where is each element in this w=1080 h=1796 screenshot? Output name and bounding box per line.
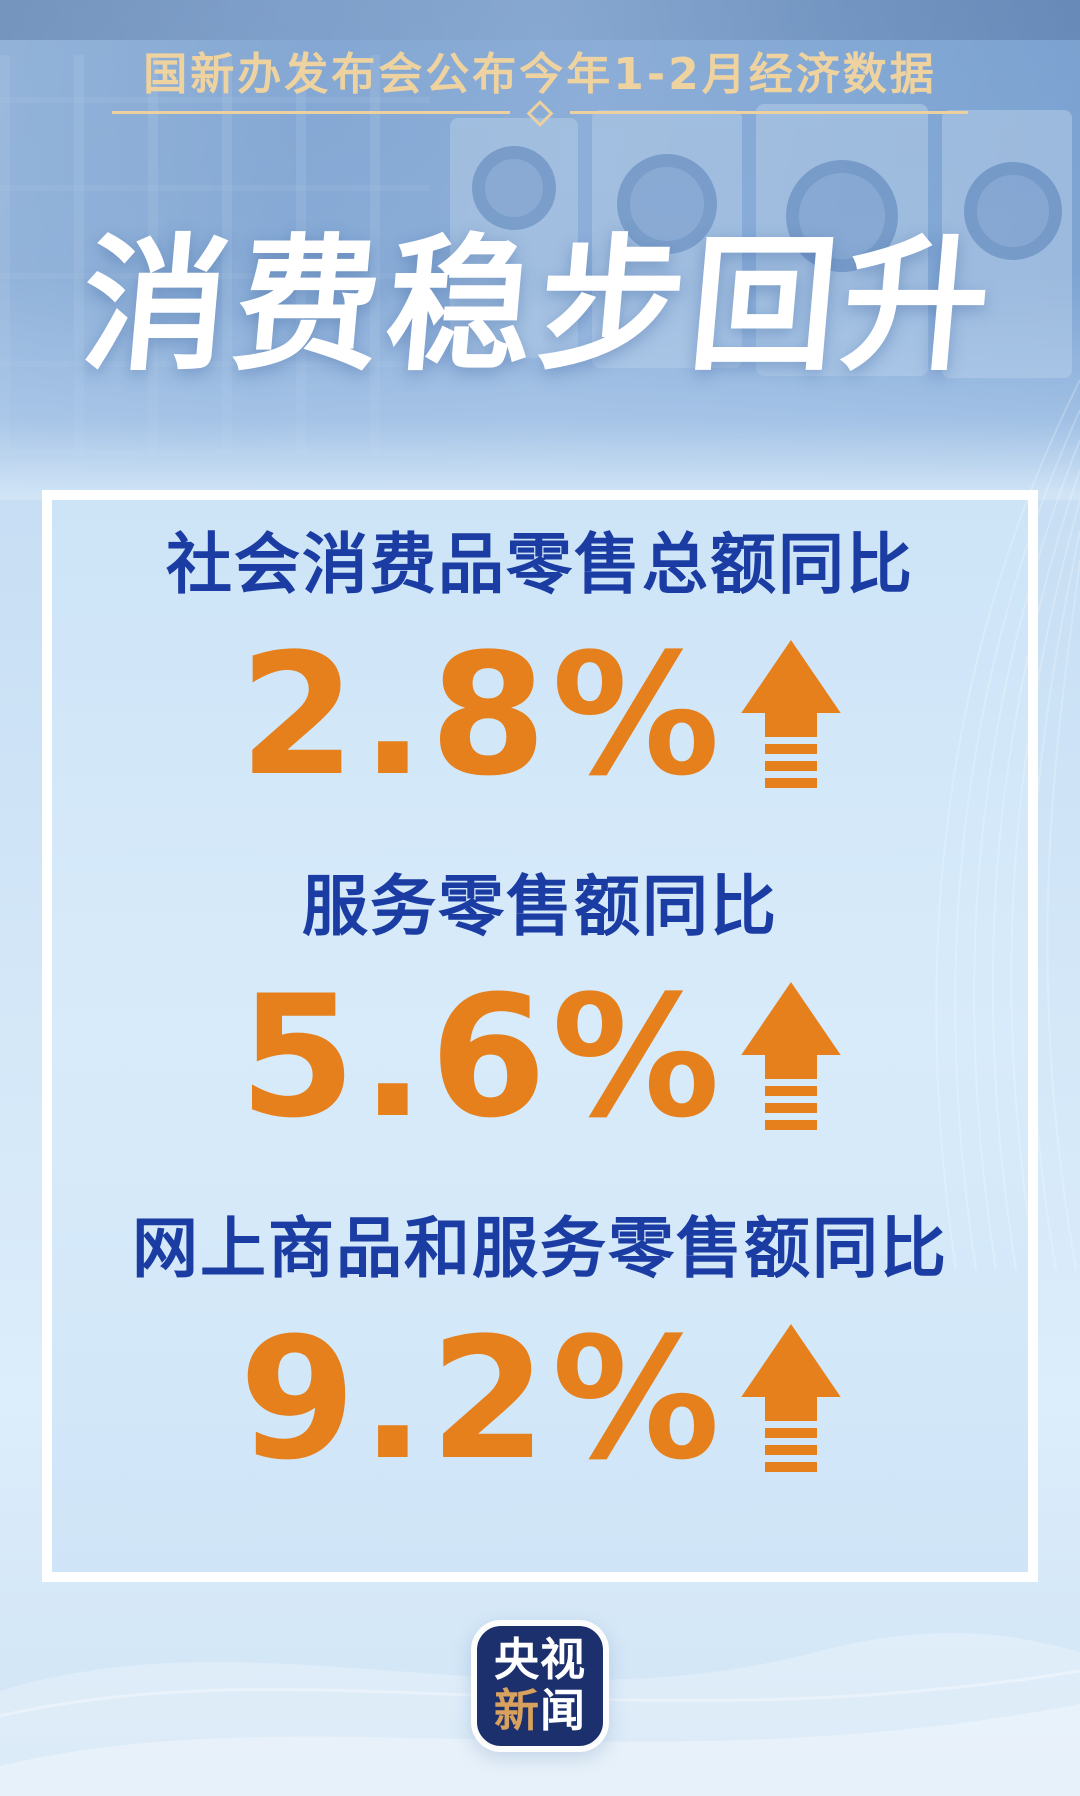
up-arrow-icon xyxy=(740,1324,841,1472)
stat-label: 网上商品和服务零售额同比 xyxy=(132,1210,948,1287)
arrow-head xyxy=(740,1324,841,1398)
up-arrow-icon xyxy=(740,640,841,788)
logo-text-bottom: 新闻 xyxy=(493,1684,587,1737)
stat-label: 服务零售额同比 xyxy=(302,868,778,945)
arrow-stripe xyxy=(764,778,817,788)
up-arrow-icon xyxy=(740,982,841,1130)
stat-row-online-retail: 网上商品和服务零售额同比 9.2% xyxy=(52,1210,1028,1497)
logo-char-wen: 闻 xyxy=(540,1684,587,1737)
arrow-stem xyxy=(764,713,817,738)
banner-headline: 国新办发布会公布今年1-2月经济数据 xyxy=(143,49,937,100)
arrow-stripe xyxy=(764,1462,817,1472)
diamond-icon xyxy=(526,100,554,127)
stat-value: 9.2% xyxy=(239,1301,725,1497)
arrow-stripe xyxy=(764,761,817,772)
arrow-stripe xyxy=(764,744,817,755)
divider xyxy=(112,100,968,127)
logo-char-xin: 新 xyxy=(493,1684,540,1737)
stat-value: 5.6% xyxy=(239,959,725,1155)
stat-row-services-retail: 服务零售额同比 5.6% xyxy=(52,868,1028,1155)
stat-value-row: 5.6% xyxy=(52,959,1028,1155)
hero-section xyxy=(0,0,1080,500)
arrow-stem xyxy=(764,1055,817,1080)
arrow-head xyxy=(740,640,841,714)
page-title: 消费稳步回升 xyxy=(75,221,1003,391)
logo-text-top: 央视 xyxy=(493,1633,586,1687)
arrow-head xyxy=(740,982,841,1056)
cctv-news-logo: 央视 新闻 xyxy=(471,1620,609,1752)
arrow-stripe xyxy=(764,1428,817,1439)
stat-row-retail-total: 社会消费品零售总额同比 2.8% xyxy=(52,526,1028,813)
stat-value-row: 9.2% xyxy=(52,1301,1028,1497)
stats-card: 社会消费品零售总额同比 2.8% 服务零售额同比 5.6% xyxy=(42,490,1038,1582)
stat-value-row: 2.8% xyxy=(52,617,1028,813)
divider-line xyxy=(112,111,510,114)
arrow-stripe xyxy=(764,1103,817,1114)
arrow-stripe xyxy=(764,1086,817,1097)
arrow-stripe xyxy=(764,1445,817,1456)
arrow-stem xyxy=(764,1397,817,1422)
stat-value: 2.8% xyxy=(239,617,725,813)
divider-line xyxy=(570,111,968,114)
arrow-stripe xyxy=(764,1120,817,1130)
blue-photo-overlay xyxy=(0,0,1080,500)
stat-label: 社会消费品零售总额同比 xyxy=(166,526,914,603)
